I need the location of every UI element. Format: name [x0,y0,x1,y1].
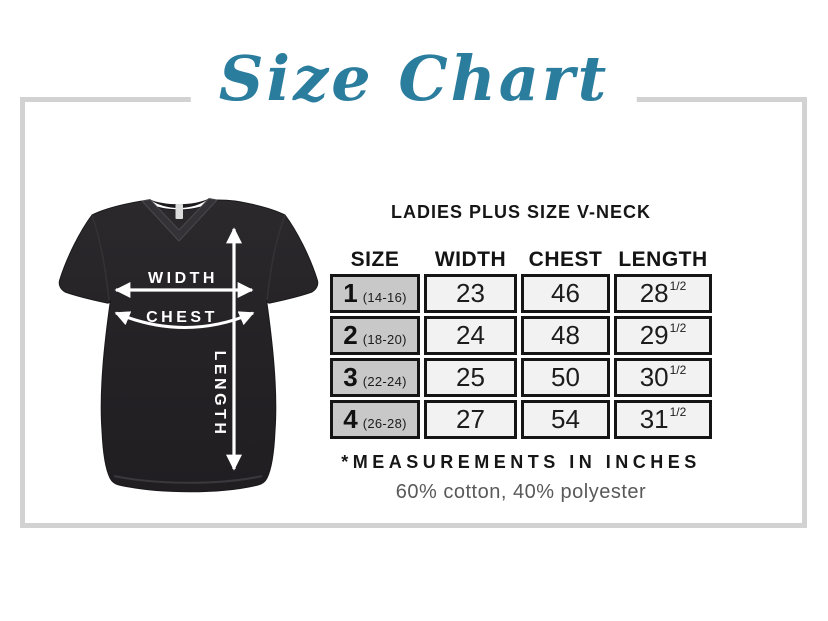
length-value-row1: 28 1/2 [614,274,712,313]
width-value-row4: 27 [424,400,517,439]
neck-tag [175,204,183,219]
size-number: 4 [343,404,358,434]
collar-back [150,198,209,209]
shirt-body [58,199,319,493]
right-sleeve-seam [266,214,286,301]
chest-value-row2: 48 [521,316,610,355]
size-range: (22-24) [362,374,407,389]
size-number: 3 [343,362,358,392]
width-value-row1: 23 [424,274,517,313]
width-value-row3: 25 [424,358,517,397]
column-header-length: LENGTH [618,248,708,271]
length-value-row2: 29 1/2 [614,316,712,355]
length-label: LENGTH [211,351,228,438]
table-column-headers: SIZE WIDTH CHEST LENGTH [330,248,712,272]
measurements-note: *MEASUREMENTS IN INCHES [341,452,701,472]
chest-value-row4: 54 [521,400,610,439]
product-heading: LADIES PLUS SIZE V-NECK [390,202,652,222]
width-label: WIDTH [148,270,218,287]
chest-label: CHEST [146,309,218,326]
chest-value-row1: 46 [521,274,610,313]
size-label: 2 (18-20) [343,320,406,351]
size-cell-row3: 3 (22-24) [330,358,420,397]
chest-arrow [114,311,255,329]
hem-seam [113,475,263,484]
size-range: (18-20) [362,332,407,347]
size-number: 2 [343,320,358,350]
length-whole: 29 [639,320,669,350]
length-whole: 31 [639,404,669,434]
material-info: 60% cotton, 40% polyester [395,481,647,503]
page-title: Size Chart [190,34,638,124]
width-value-row2: 24 [424,316,517,355]
length-value-row4: 31 1/2 [614,400,712,439]
size-cell-row4: 4 (26-28) [330,400,420,439]
chest-value-row3: 50 [521,358,610,397]
shirt-measurement-diagram: WIDTH CHEST LENGTH [52,189,328,497]
size-number: 1 [343,278,358,308]
size-range: (26-28) [362,416,407,431]
size-label: 4 (26-28) [343,404,406,435]
size-cell-row2: 2 (18-20) [330,316,420,355]
column-header-width: WIDTH [434,248,507,271]
column-header-size: SIZE [350,248,400,271]
length-value-row3: 30 1/2 [614,358,712,397]
size-range: (14-16) [362,290,407,305]
shirt-illustration: WIDTH CHEST LENGTH [58,197,319,493]
left-sleeve-seam [91,214,110,301]
size-label: 3 (22-24) [343,362,406,393]
size-table: 1 (14-16) 23 46 28 1/2 2 (18-20) 24 48 2… [330,274,712,439]
size-cell-row1: 1 (14-16) [330,274,420,313]
length-whole: 30 [639,362,669,392]
column-header-chest: CHEST [528,248,603,271]
length-whole: 28 [639,278,669,308]
size-label: 1 (14-16) [343,278,406,309]
size-chart-panel: LADIES PLUS SIZE V-NECK SIZE WIDTH CHEST… [330,202,712,504]
